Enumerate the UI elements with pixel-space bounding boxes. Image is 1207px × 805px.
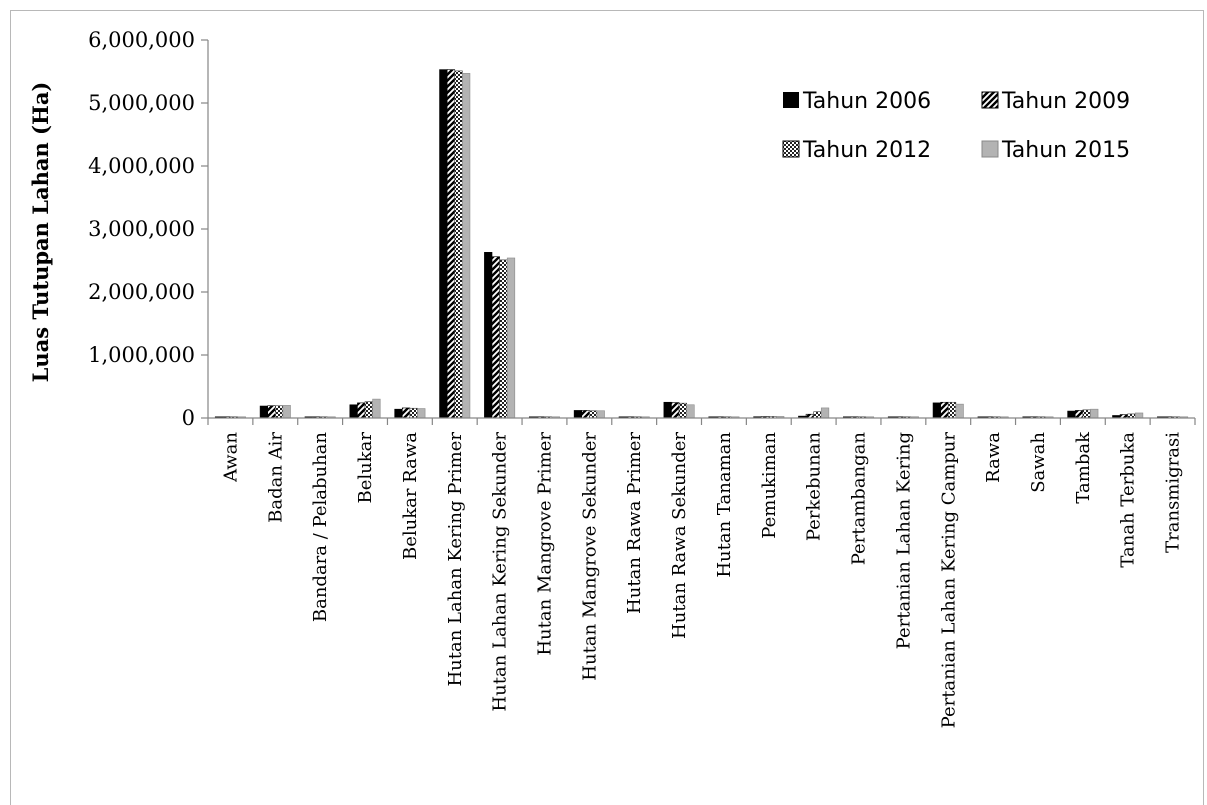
bar-2015: [506, 257, 516, 419]
x-category-label: Badan Air: [265, 432, 286, 523]
bar-2006: [573, 410, 583, 419]
y-tick-label: 1,000,000: [88, 343, 195, 367]
bar-2012: [678, 402, 687, 419]
bar-2012: [409, 407, 418, 419]
bar-2006: [394, 408, 403, 419]
bar-2012: [813, 411, 822, 419]
x-category-label: Hutan Mangrove Primer: [535, 432, 556, 656]
x-category-label: Tanah Terbuka: [1118, 432, 1139, 568]
bar-2015: [1090, 408, 1099, 419]
x-category-label: Hutan Lahan Kering Sekunder: [490, 432, 511, 712]
legend: Tahun 2006 Tahun 2009 Tahun 2012 Tahun 2…: [782, 89, 1130, 163]
bar-2015: [417, 408, 426, 419]
bar-2015: [1135, 412, 1144, 419]
bar-2015: [282, 405, 291, 419]
bar-2015: [596, 410, 605, 419]
legend-swatch-2009: [981, 91, 999, 109]
y-tick-label: 0: [182, 406, 195, 430]
y-axis: 0 1,000,000 2,000,000 3,000,000 4,000,000 5,0…: [88, 28, 209, 430]
bar-2009: [446, 69, 456, 419]
bar-2006: [349, 404, 358, 419]
x-category-label: Pertanian Lahan Kering Campur: [938, 432, 959, 729]
bar-2006: [932, 402, 941, 419]
legend-label-2012: Tahun 2012: [802, 138, 931, 163]
bar-2012: [589, 410, 598, 419]
bar-2015: [686, 404, 695, 419]
bar-2015: [955, 403, 964, 419]
x-category-label: Hutan Lahan Kering Primer: [445, 432, 466, 687]
y-tick-label: 3,000,000: [88, 217, 195, 241]
bar-2009: [491, 256, 500, 419]
bar-2009: [267, 405, 276, 419]
x-category-label: Pertambangan: [849, 432, 870, 566]
x-category-label: Belukar Rawa: [400, 432, 421, 560]
bar-2015: [372, 398, 381, 419]
y-tick-label: 2,000,000: [88, 280, 195, 304]
bar-2012: [364, 401, 373, 419]
bar-2009: [581, 410, 590, 419]
legend-swatch-2015: [981, 140, 999, 158]
y-axis-label: Luas Tutupan Lahan (Ha): [28, 82, 53, 383]
bar-2009: [671, 402, 680, 419]
x-axis: Awan Badan Air Bandara / Pelabuhan Belukar B…: [207, 417, 1196, 729]
bar-2009: [1074, 410, 1084, 419]
bar-2006: [663, 401, 672, 419]
chart-frame: [10, 10, 1204, 805]
bars: [214, 69, 1189, 419]
bar-2006: [484, 252, 493, 419]
bar-2006: [439, 69, 448, 419]
x-category-label: Pemukiman: [759, 432, 780, 539]
legend-swatch-2012: [782, 140, 800, 158]
bar-2009: [940, 401, 949, 419]
bar-2006: [1067, 410, 1076, 419]
bar-2009: [401, 407, 411, 419]
x-category-label: Sawah: [1028, 432, 1049, 493]
y-tick-label: 6,000,000: [88, 28, 195, 52]
bar-2012: [947, 401, 957, 419]
legend-label-2009: Tahun 2009: [1001, 89, 1130, 114]
bar-2012: [274, 405, 284, 419]
x-category-label: Awan: [220, 432, 241, 483]
bar-2009: [357, 402, 366, 419]
bar-2015: [820, 407, 830, 419]
bar-2012: [454, 70, 463, 419]
x-category-label: Belukar: [355, 432, 376, 504]
bar-2012: [499, 259, 508, 419]
legend-label-2015: Tahun 2015: [1001, 138, 1130, 163]
bar-2012: [1082, 409, 1091, 419]
bar-2015: [462, 73, 471, 419]
bar-2006: [259, 405, 269, 419]
x-category-label: Hutan Tanaman: [714, 432, 735, 578]
y-tick-label: 5,000,000: [88, 91, 195, 115]
x-category-label: Pertanian Lahan Kering: [893, 432, 914, 649]
x-category-label: Rawa: [983, 432, 1004, 483]
x-category-label: Transmigrasi: [1163, 432, 1184, 553]
legend-label-2006: Tahun 2006: [802, 89, 931, 114]
x-category-label: Hutan Mangrove Sekunder: [579, 432, 600, 681]
x-category-label: Perkebunan: [804, 432, 825, 542]
bar-2012: [1127, 413, 1136, 419]
legend-swatch-2006: [783, 92, 799, 108]
x-category-label: Bandara / Pelabuhan: [310, 432, 331, 623]
y-tick-label: 4,000,000: [88, 154, 195, 178]
x-category-label: Hutan Rawa Sekunder: [669, 432, 690, 639]
x-category-label: Tambak: [1073, 431, 1094, 504]
x-category-label: Hutan Rawa Primer: [624, 432, 645, 614]
